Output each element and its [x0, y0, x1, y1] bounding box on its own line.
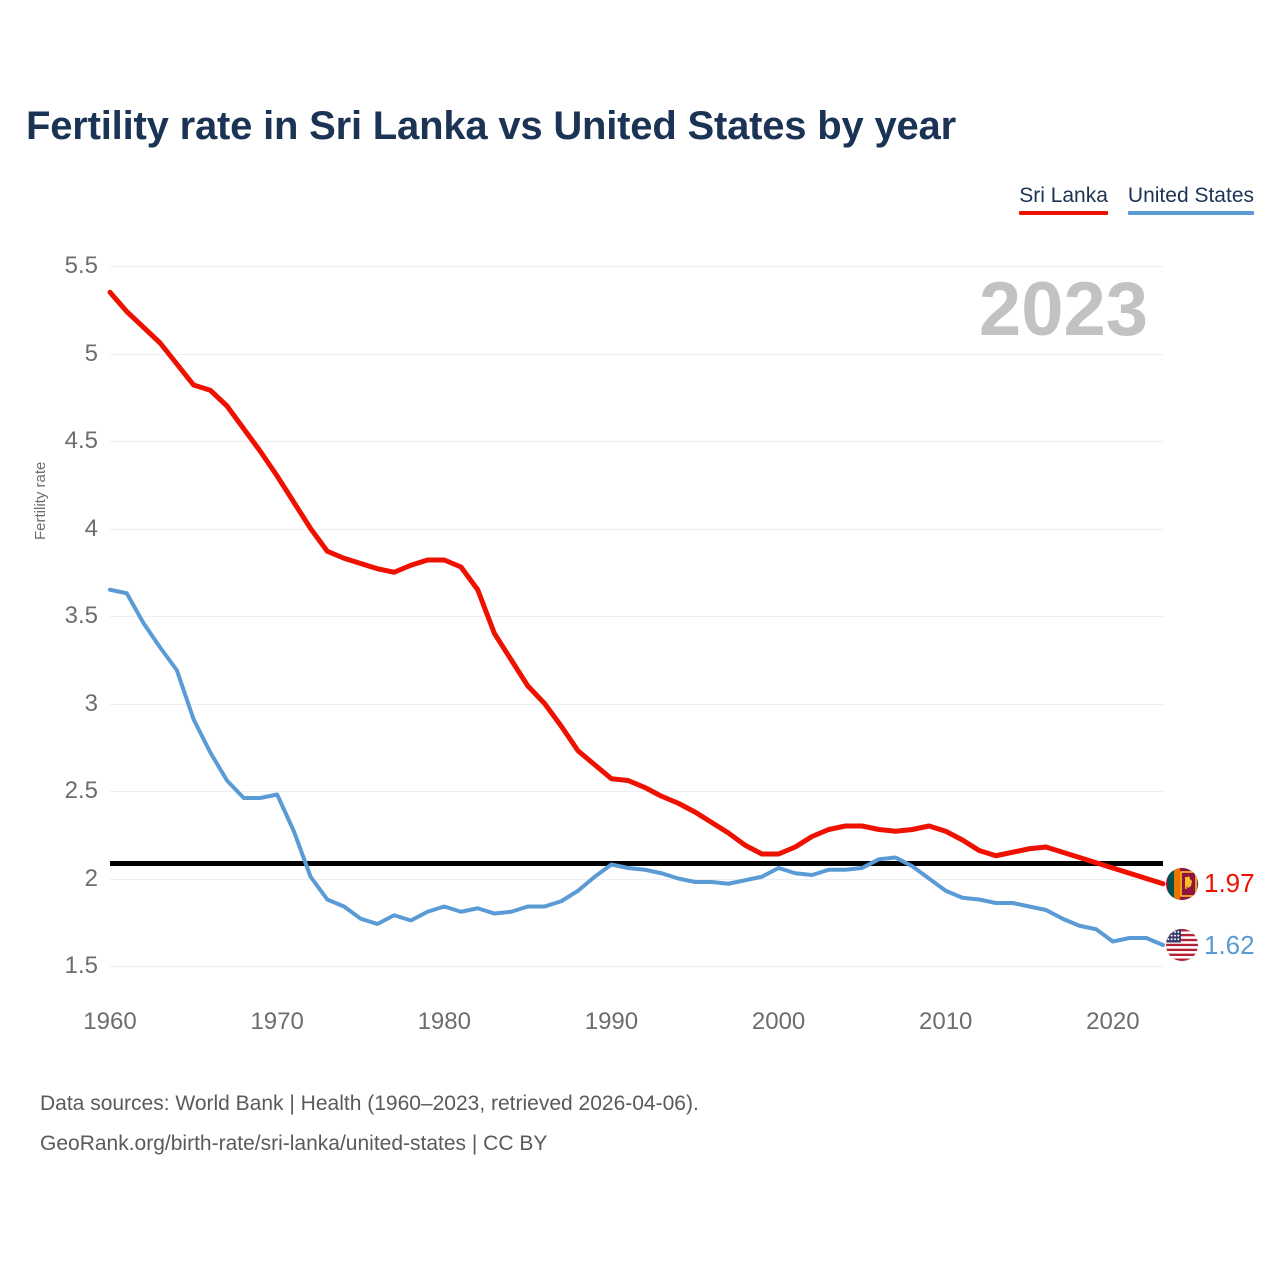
gridline [110, 528, 1163, 530]
y-tick-label: 4 [84, 514, 98, 542]
footer-data-sources: Data sources: World Bank | Health (1960–… [40, 1092, 699, 1115]
replacement-rate-reference-line [110, 860, 1163, 866]
series-line-sri-lanka [107, 289, 1166, 887]
gridline [110, 878, 1163, 880]
x-tick-label: 1960 [83, 1008, 137, 1035]
x-tick-label: 2020 [1086, 1008, 1140, 1035]
year-watermark: 2023 [978, 267, 1148, 352]
legend-item-sri-lanka[interactable]: Sri Lanka [1019, 183, 1108, 215]
gridline [110, 266, 1163, 267]
sri-lanka-flag-icon [1166, 867, 1198, 900]
footer-attribution: GeoRank.org/birth-rate/sri-lanka/united-… [40, 1132, 548, 1155]
endpoint-united-states: 1.62 [1166, 929, 1255, 961]
endpoint-value: 1.62 [1204, 929, 1255, 960]
x-tick-label: 1970 [250, 1008, 304, 1035]
x-tick-label: 2000 [751, 1008, 806, 1035]
endpoint-sri-lanka: 1.97 [1166, 867, 1255, 900]
gridline [110, 791, 1163, 792]
y-tick-label: 1.5 [64, 952, 98, 979]
x-tick-label: 1980 [417, 1008, 471, 1035]
gridline [110, 353, 1163, 355]
united-states-flag-icon [1166, 929, 1198, 961]
gridline [110, 616, 1163, 617]
x-tick-label: 2010 [919, 1008, 973, 1035]
legend-label-united-states: United States [1127, 184, 1254, 207]
y-tick-label: 2.5 [64, 777, 98, 804]
endpoint-value: 1.97 [1204, 868, 1255, 899]
footer: Data sources: World Bank | Health (1960–… [40, 1084, 699, 1164]
legend-swatch-sri-lanka [1019, 211, 1108, 215]
y-tick-label: 5 [84, 339, 98, 367]
x-tick-label: 1990 [584, 1008, 639, 1035]
y-tick-label: 4.5 [64, 427, 98, 454]
series-line-united-states [108, 587, 1165, 947]
legend-label-sri-lanka: Sri Lanka [1019, 184, 1108, 207]
legend: Sri Lanka United States [1019, 183, 1254, 215]
legend-swatch-united-states [1127, 211, 1254, 215]
page-title: Fertility rate in Sri Lanka vs United St… [26, 104, 956, 148]
gridline [110, 441, 1163, 442]
legend-item-united-states[interactable]: United States [1127, 183, 1254, 215]
y-tick-label: 2 [84, 864, 98, 892]
y-tick-label: 3 [84, 689, 98, 717]
y-tick-label: 5.5 [64, 252, 98, 279]
gridline [110, 966, 1163, 967]
gridline [110, 703, 1163, 705]
y-tick-label: 3.5 [64, 602, 98, 629]
